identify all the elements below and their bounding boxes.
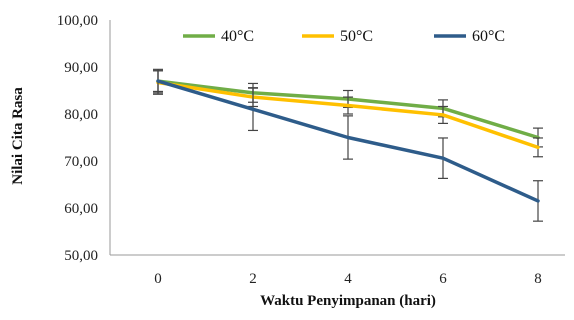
x-axis-title: Waktu Penyimpanan (hari)	[260, 293, 436, 309]
legend-entry: 50°C	[340, 28, 373, 45]
y-tick-label: 50,00	[64, 248, 98, 264]
x-tick-label: 8	[534, 271, 542, 287]
y-tick-label: 80,00	[64, 107, 98, 123]
y-axis: 50,00 60,00 70,00 80,00 90,00 100,00	[57, 13, 111, 264]
y-tick-label: 90,00	[64, 60, 98, 76]
x-tick-label: 4	[344, 271, 352, 287]
x-axis: 0 2 4 6 8	[110, 254, 565, 287]
series-line	[156, 80, 540, 150]
y-axis-title: Nilai Cita Rasa	[10, 87, 26, 185]
legend: 40°C 50°C 60°C	[183, 28, 505, 45]
y-tick-label: 70,00	[64, 154, 98, 170]
y-tick-label: 60,00	[64, 201, 98, 217]
plot-area	[153, 68, 543, 222]
legend-entry: 60°C	[472, 28, 505, 45]
x-tick-label: 2	[249, 271, 257, 287]
y-tick-label: 100,00	[57, 13, 98, 29]
series-3	[153, 70, 543, 222]
x-tick-label: 0	[154, 271, 162, 287]
x-tick-label: 6	[439, 271, 447, 287]
legend-entry: 40°C	[221, 28, 254, 45]
series-line	[156, 79, 540, 203]
